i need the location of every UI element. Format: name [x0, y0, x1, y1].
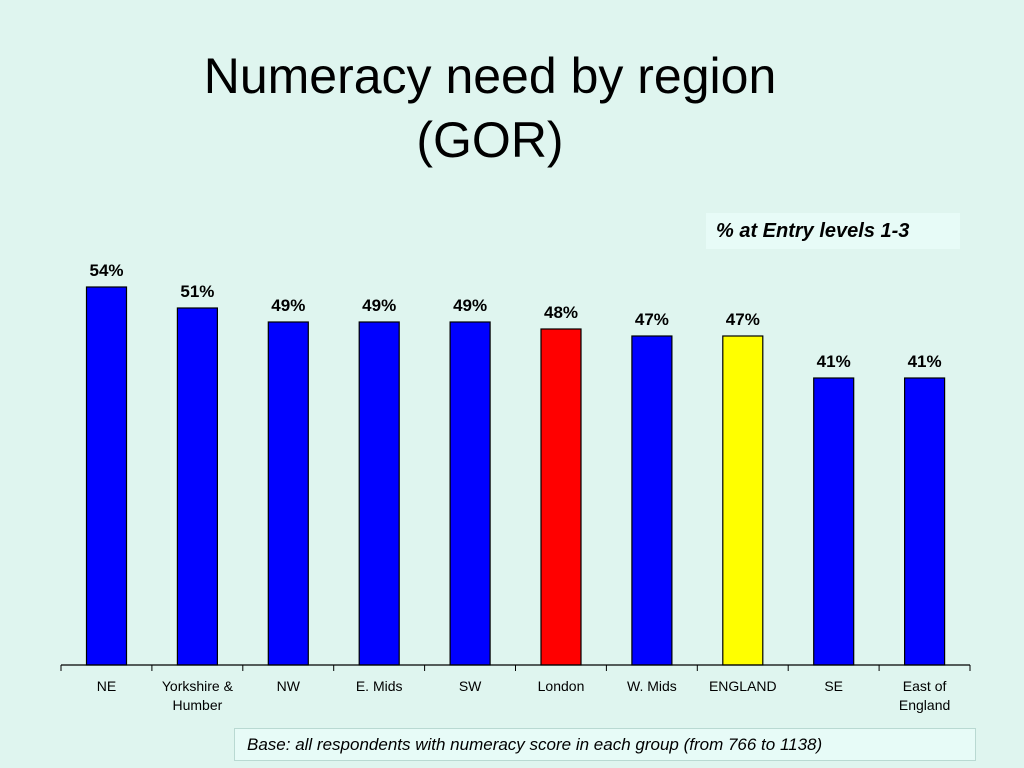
category-label-9: East of England	[899, 678, 950, 713]
bar-7	[722, 335, 764, 666]
bar-9	[903, 377, 946, 666]
value-label-7: 47%	[726, 310, 760, 329]
value-label-9: 41%	[908, 352, 942, 371]
bar-4	[449, 321, 491, 666]
category-label-4: SW	[459, 678, 482, 694]
bar-1	[176, 307, 218, 666]
value-label-2: 49%	[271, 296, 305, 315]
bar-6	[631, 335, 673, 666]
value-label-8: 41%	[817, 352, 851, 371]
slide-title: Numeracy need by region (GOR)	[0, 44, 980, 172]
slide-title-line2: (GOR)	[416, 112, 564, 168]
value-label-3: 49%	[362, 296, 396, 315]
value-label-1: 51%	[180, 282, 214, 301]
value-label-4: 49%	[453, 296, 487, 315]
bar-5	[540, 328, 582, 666]
value-label-6: 47%	[635, 310, 669, 329]
category-label-2: NW	[277, 678, 301, 694]
bar-3	[358, 321, 400, 666]
bar-2	[267, 321, 309, 666]
category-label-5: London	[538, 678, 585, 694]
legend-box: % at Entry levels 1-3	[706, 213, 960, 249]
category-labels-group: NE Yorkshire & Humber NW E. Mids SW London W. M…	[97, 678, 951, 713]
category-label-8: SE	[824, 678, 843, 694]
category-label-3: E. Mids	[356, 678, 403, 694]
bar-8	[813, 377, 855, 666]
bars-group	[85, 286, 946, 666]
slide-title-line1: Numeracy need by region	[203, 48, 777, 104]
value-label-5: 48%	[544, 303, 578, 322]
category-label-7: ENGLAND	[709, 678, 777, 694]
base-note: Base: all respondents with numeracy scor…	[234, 728, 976, 761]
bar-0	[85, 286, 128, 666]
category-label-6: W. Mids	[627, 678, 677, 694]
value-label-0: 54%	[89, 261, 123, 280]
category-label-0: NE	[97, 678, 116, 694]
category-label-1: Yorkshire & Humber	[162, 678, 234, 713]
x-axis	[60, 664, 971, 671]
value-labels-group: 54% 51% 49% 49% 49% 48% 47% 47% 41% 41%	[89, 261, 941, 371]
